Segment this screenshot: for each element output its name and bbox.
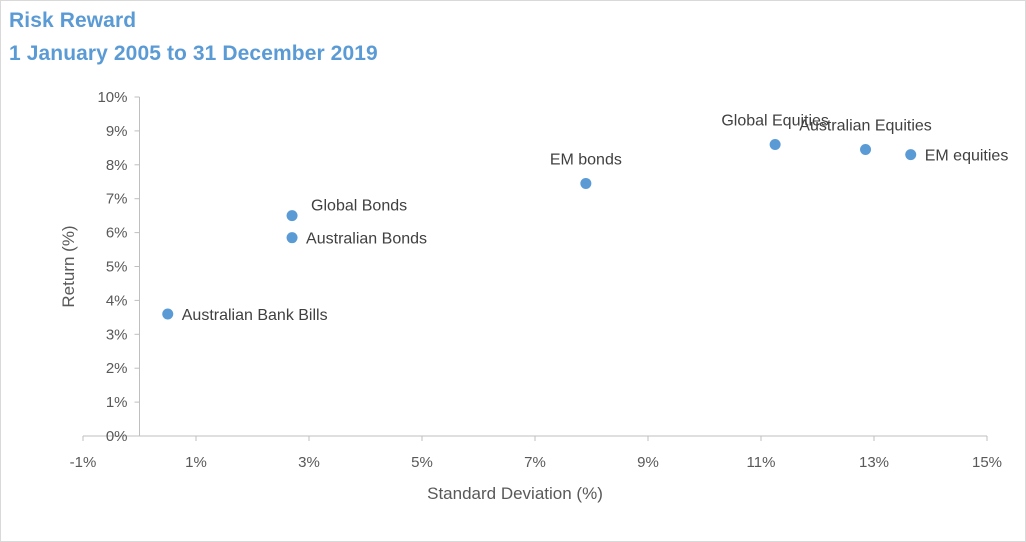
y-tick-label: 9% <box>106 123 128 140</box>
point-label: EM equities <box>925 148 1009 165</box>
y-tick-label: 2% <box>106 360 128 377</box>
data-point <box>860 144 872 156</box>
y-tick-label: 0% <box>106 428 128 445</box>
x-tick-label: 1% <box>185 454 207 471</box>
chart-subtitle: 1 January 2005 to 31 December 2019 <box>9 42 378 65</box>
y-tick-label: 7% <box>106 191 128 208</box>
chart-title: Risk Reward <box>9 9 137 32</box>
y-tick-label: 3% <box>106 326 128 343</box>
x-tick-label: 13% <box>859 454 889 471</box>
point-label: Australian Bonds <box>306 231 427 248</box>
point-label: Australian Bank Bills <box>182 307 328 324</box>
x-axis-title: Standard Deviation (%) <box>427 484 603 503</box>
point-label: Australian Equities <box>799 118 932 135</box>
data-point <box>286 210 298 222</box>
x-tick-label: 7% <box>524 454 546 471</box>
y-tick-label: 4% <box>106 292 128 309</box>
x-tick-label: 15% <box>972 454 1002 471</box>
x-tick-label: 11% <box>747 454 776 471</box>
x-tick-label: 5% <box>411 454 433 471</box>
y-tick-label: 5% <box>106 259 128 276</box>
x-tick-label: -1% <box>70 454 97 471</box>
point-label: EM bonds <box>550 151 622 168</box>
point-label: Global Bonds <box>311 198 407 215</box>
point-label: Global Equities <box>721 112 829 129</box>
y-axis-title: Return (%) <box>59 225 78 307</box>
data-point <box>769 138 781 150</box>
x-tick-label: 9% <box>637 454 659 471</box>
x-tick-label: 3% <box>298 454 320 471</box>
y-tick-label: 1% <box>106 394 128 411</box>
data-point <box>286 232 298 244</box>
y-tick-label: 8% <box>106 157 128 174</box>
data-point <box>580 177 592 189</box>
y-tick-label: 6% <box>106 225 128 242</box>
data-point <box>162 308 174 320</box>
data-point <box>905 149 917 161</box>
y-tick-label: 10% <box>97 89 127 106</box>
